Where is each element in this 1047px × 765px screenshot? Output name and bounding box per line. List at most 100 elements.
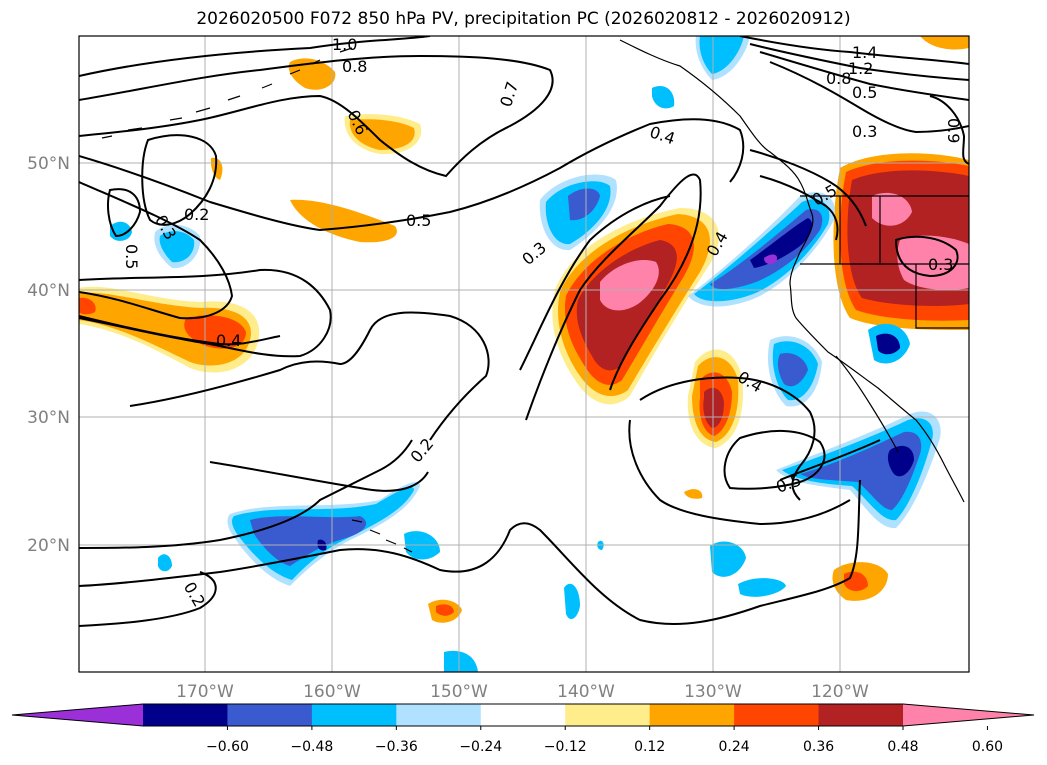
colorbar-segment <box>565 704 651 726</box>
contour-label: 0.8 <box>342 57 367 76</box>
precip-negative-area <box>568 188 600 221</box>
pv-contour-line <box>525 173 702 421</box>
colorbar-segment <box>396 704 482 726</box>
precip-negative-area <box>738 578 786 597</box>
pv-contour-line <box>519 195 671 371</box>
colorbar-segment <box>818 704 904 726</box>
colorbar-segment <box>227 704 313 726</box>
precip-negative-area <box>652 86 675 109</box>
contour-label: 1.4 <box>852 43 877 62</box>
colorbar-extend-max <box>903 704 1034 726</box>
colorbar-tick-label: −0.48 <box>290 739 333 755</box>
colorbar-tick-label: 0.24 <box>719 739 750 755</box>
lon-label: 160°W <box>303 682 361 702</box>
contour-label: 0.3 <box>518 238 550 269</box>
pv-contour-line <box>129 311 490 441</box>
coastlines <box>101 39 969 553</box>
precip-positive-area <box>79 297 96 315</box>
pv-contours <box>79 36 969 627</box>
lon-label: 150°W <box>430 682 488 702</box>
contour-label: 1.2 <box>848 59 873 78</box>
precip-positive-area <box>79 292 252 366</box>
precip-negative-area <box>777 352 808 387</box>
lat-label: 40°N <box>27 281 70 301</box>
precip-positive-area <box>684 489 703 499</box>
pv-contour-line <box>79 181 234 320</box>
pv-contour-line <box>779 439 881 481</box>
precip-negative-area <box>159 231 195 263</box>
pv-contour-line <box>759 51 969 101</box>
pv-contour-line <box>209 461 429 492</box>
contour-label: 0.4 <box>647 122 677 148</box>
colorbar-segment <box>649 704 735 726</box>
pv-contour-line <box>107 188 142 238</box>
precip-negative-area <box>876 333 900 355</box>
contour-label: 1.0 <box>332 35 357 54</box>
colorbar-outline <box>11 703 1035 727</box>
colorbar-tick-label: −0.36 <box>375 739 418 755</box>
colorbar-tick-label: −0.12 <box>544 739 587 755</box>
lon-label: 120°W <box>811 682 869 702</box>
pv-contour-line <box>79 439 413 549</box>
colorbar-segment <box>480 704 566 726</box>
contour-label: 0.8 <box>826 69 851 88</box>
precip-positive-area <box>600 260 659 311</box>
precip-positive-area <box>920 36 969 50</box>
precip-negative-area <box>158 554 172 572</box>
lon-label: 170°W <box>176 682 234 702</box>
colorbar-extend-min <box>12 704 143 726</box>
colorbar-segment <box>311 704 397 726</box>
pv-contour-line <box>759 175 839 241</box>
precip-positive-area <box>290 199 397 243</box>
pv-contour-line <box>141 134 218 226</box>
precip-positive-area <box>872 192 912 226</box>
hawaii-islands <box>351 519 413 553</box>
colorbar: −0.60 −0.48 −0.36 −0.24 −0.12 0.12 0.24 0.36 0.4… <box>11 703 1035 755</box>
pv-contour-line <box>929 95 969 165</box>
pv-contour-line <box>628 419 851 526</box>
pv-contour-line <box>79 118 745 232</box>
contour-label: 0.2 <box>406 434 437 466</box>
colorbar-tick-label: 0.36 <box>803 739 834 755</box>
lat-label: 30°N <box>27 408 70 428</box>
contour-label: 0.2 <box>184 205 209 224</box>
contour-label: 0.4 <box>216 331 241 350</box>
colorbar-tick-label: −0.60 <box>206 739 249 755</box>
pv-contour-line <box>79 54 554 178</box>
contour-label: 0.5 <box>122 244 141 269</box>
precip-negative-area <box>710 541 746 577</box>
lat-label: 50°N <box>27 154 70 174</box>
precip-positive-area <box>703 387 724 428</box>
baja-coastline <box>835 355 899 453</box>
precip-negative-area <box>764 254 778 265</box>
lon-label: 140°W <box>557 682 615 702</box>
contour-label: 0.7 <box>496 79 522 109</box>
contour-label: 0.5 <box>852 83 877 102</box>
pv-contour-line <box>749 43 969 81</box>
state-border <box>800 195 969 329</box>
map-frame <box>78 35 970 673</box>
colorbar-tick-label: 0.12 <box>634 739 665 755</box>
precip-negative-area <box>750 218 813 268</box>
pv-contour-labels: 1.0 0.8 0.7 0.6 0.4 1.4 1.2 0.8 0.5 0.3 … <box>122 35 963 610</box>
contour-label: 0.3 <box>928 255 953 274</box>
pv-contour-line <box>739 36 969 65</box>
precip-shading <box>79 36 969 672</box>
pv-contour-line <box>894 235 959 278</box>
precip-positive-area <box>288 58 336 90</box>
colorbar-tick-label: 0.48 <box>887 739 918 755</box>
pv-contour-line <box>79 571 217 627</box>
colorbar-segment <box>143 704 228 726</box>
pv-contour-line <box>79 36 431 77</box>
precip-negative-area <box>250 516 367 566</box>
colorbar-tick-label: 0.60 <box>972 739 1003 755</box>
map-title: 2026020500 F072 850 hPa PV, precipitatio… <box>196 9 851 29</box>
pv-contour-line <box>723 430 826 490</box>
colorbar-tick-label: −0.24 <box>459 739 502 755</box>
precip-positive-area <box>897 235 969 290</box>
precip-positive-area <box>436 604 454 616</box>
pv-contour-line <box>769 61 969 134</box>
precip-negative-area <box>564 583 580 620</box>
contour-label: 0.5 <box>406 211 431 230</box>
